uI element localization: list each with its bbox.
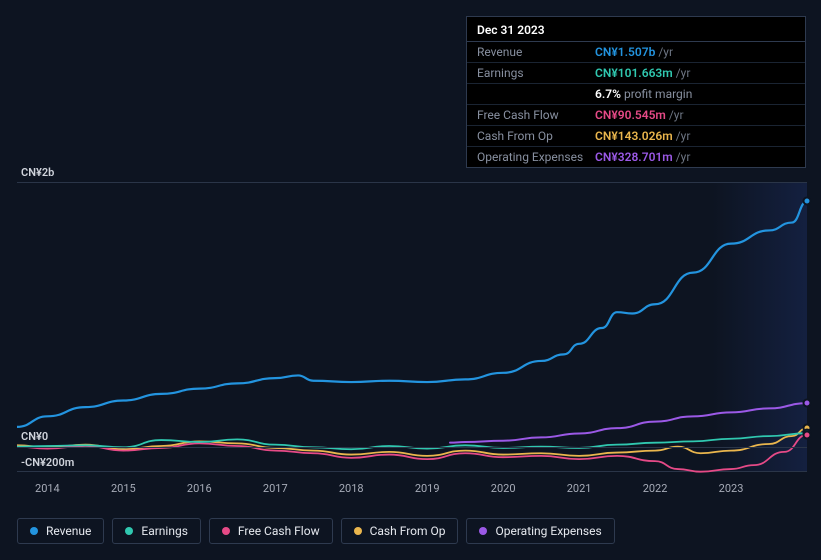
tooltip-row: EarningsCN¥101.663m/yr [467,63,805,84]
tooltip-row-value-wrap: CN¥1.507b/yr [595,45,673,59]
tooltip-row-value-wrap: CN¥143.026m/yr [595,129,690,143]
tooltip-row-value: CN¥143.026m [595,129,673,143]
tooltip-rows: RevenueCN¥1.507b/yrEarningsCN¥101.663m/y… [467,42,805,167]
x-tick-label: 2015 [111,482,136,495]
x-tick-label: 2021 [567,482,592,495]
tooltip-row-label: Revenue [477,45,595,59]
tooltip-row-value: CN¥1.507b [595,45,655,59]
legend-dot-icon [30,527,38,535]
series-end-marker [803,399,812,408]
tooltip-row-label: Cash From Op [477,129,595,143]
legend-item[interactable]: Free Cash Flow [209,518,333,544]
legend: Revenue Earnings Free Cash Flow Cash From O… [17,518,615,544]
tooltip-row-value: CN¥101.663m [595,66,673,80]
legend-item[interactable]: Revenue [17,518,104,544]
x-tick-label: 2019 [415,482,440,495]
legend-item[interactable]: Earnings [112,518,201,544]
data-tooltip: Dec 31 2023 RevenueCN¥1.507b/yrEarningsC… [466,16,806,168]
series-line [17,435,807,472]
legend-dot-icon [125,527,133,535]
legend-label: Earnings [141,524,188,538]
tooltip-row: Cash From OpCN¥143.026m/yr [467,126,805,147]
tooltip-row-unit: /yr [676,129,691,143]
x-tick-label: 2014 [35,482,60,495]
tooltip-row-value: CN¥90.545m [595,108,666,122]
tooltip-row: RevenueCN¥1.507b/yr [467,42,805,63]
chart-svg [17,183,807,473]
series-end-marker [803,430,812,439]
legend-label: Revenue [46,524,91,538]
x-tick-label: 2023 [719,482,744,495]
tooltip-row-label: Free Cash Flow [477,108,595,122]
tooltip-row-unit: /yr [676,66,691,80]
x-tick-label: 2022 [643,482,668,495]
x-tick-label: 2018 [339,482,364,495]
x-tick-label: 2017 [263,482,288,495]
zero-gridline [17,447,807,448]
legend-label: Free Cash Flow [238,524,320,538]
legend-dot-icon [354,527,362,535]
tooltip-extra-text: 6.7% profit margin [595,87,692,101]
plot-area[interactable] [17,182,807,472]
tooltip-extra-row: 6.7% profit margin [467,84,805,105]
legend-dot-icon [222,527,230,535]
tooltip-row: Free Cash FlowCN¥90.545m/yr [467,105,805,126]
legend-label: Cash From Op [370,524,446,538]
chart: CN¥2bCN¥0-CN¥200m 2014201520162017201820… [17,160,807,500]
x-tick-label: 2020 [491,482,516,495]
tooltip-date: Dec 31 2023 [467,17,805,42]
tooltip-row-label: Earnings [477,66,595,80]
y-tick-label: CN¥2b [21,166,54,179]
legend-item[interactable]: Cash From Op [341,518,459,544]
x-tick-label: 2016 [187,482,212,495]
x-axis-labels: 2014 2015 2016 2017 2018 2019 2020 2021 2022 2023 [17,482,807,502]
tooltip-row-value-wrap: CN¥101.663m/yr [595,66,690,80]
tooltip-row-value-wrap: CN¥90.545m/yr [595,108,684,122]
legend-item[interactable]: Operating Expenses [466,518,614,544]
legend-dot-icon [479,527,487,535]
legend-label: Operating Expenses [495,524,601,538]
tooltip-row-unit: /yr [658,45,673,59]
series-end-marker [803,197,812,206]
series-line [17,201,807,426]
tooltip-row-unit: /yr [669,108,684,122]
